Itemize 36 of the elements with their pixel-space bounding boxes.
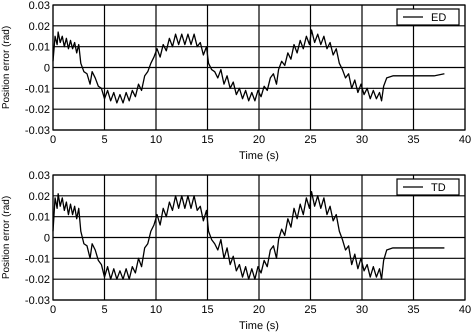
x-tick-label: 30 <box>356 304 368 316</box>
y-tick-label: 0.03 <box>28 0 50 12</box>
x-tick-label: 5 <box>101 134 108 146</box>
x-tick-label: 20 <box>252 134 266 146</box>
x-tick-label: 40 <box>458 304 472 316</box>
y-tick-label: -0.02 <box>24 104 50 116</box>
y-tick-label: -0.01 <box>24 253 50 266</box>
y-tick-label: -0.01 <box>24 83 50 96</box>
y-tick-label: 0.01 <box>28 42 50 54</box>
y-axis-title: Position error (rad) <box>1 196 12 280</box>
x-tick-label: 5 <box>101 304 108 316</box>
legend-label: ED <box>431 12 446 24</box>
x-axis-title: Time (s) <box>239 150 279 162</box>
legend-label: TD <box>431 182 446 194</box>
y-tick-label: -0.03 <box>24 125 50 137</box>
x-tick-label: 10 <box>150 304 162 316</box>
x-tick-label: 10 <box>150 134 162 146</box>
y-tick-label: 0.02 <box>28 190 50 203</box>
x-tick-label: 20 <box>252 304 266 316</box>
y-tick-label: -0.03 <box>24 295 50 307</box>
x-tick-label: 15 <box>201 304 214 316</box>
y-tick-label: 0.01 <box>28 212 50 224</box>
x-tick-label: 30 <box>356 134 368 146</box>
y-tick-label: 0.02 <box>28 20 50 33</box>
y-tick-label: 0 <box>44 232 50 244</box>
x-tick-label: 15 <box>201 134 214 146</box>
x-tick-label: 40 <box>458 134 472 146</box>
x-axis-title: Time (s) <box>239 320 279 332</box>
x-tick-label: 35 <box>407 134 420 146</box>
y-axis-title: Position error (rad) <box>1 26 12 110</box>
x-tick-label: 25 <box>304 134 317 146</box>
y-tick-label: -0.02 <box>24 274 50 286</box>
y-tick-label: 0.03 <box>28 170 50 182</box>
y-tick-label: 0 <box>44 62 50 74</box>
x-tick-label: 25 <box>304 304 317 316</box>
x-tick-label: 35 <box>407 304 420 316</box>
